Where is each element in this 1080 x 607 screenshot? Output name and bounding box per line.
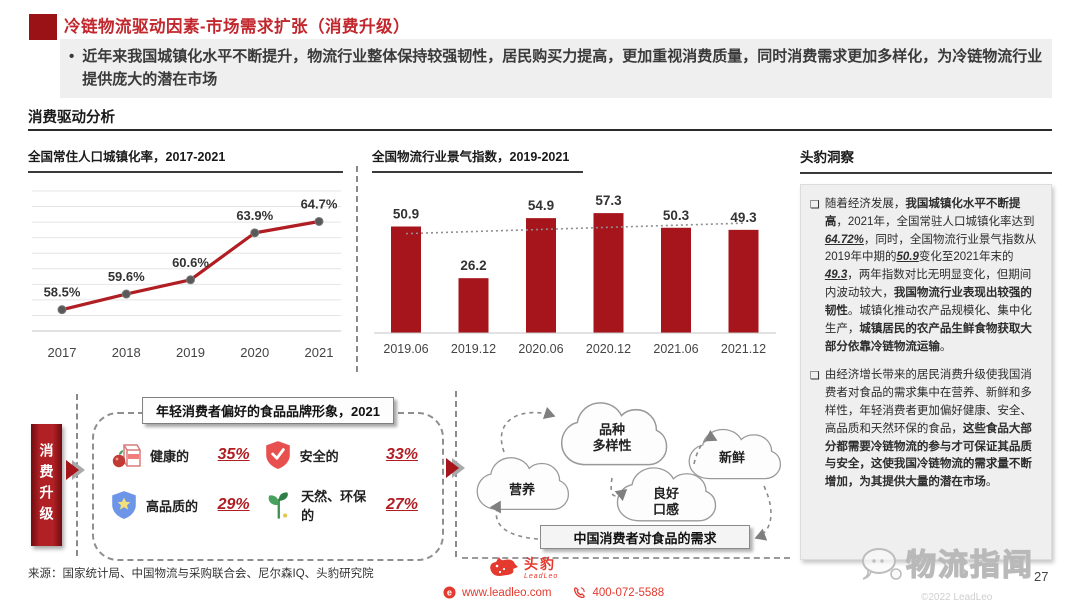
svg-text:2019: 2019 (176, 345, 205, 360)
svg-text:50.9: 50.9 (393, 207, 419, 222)
svg-text:2017: 2017 (48, 345, 77, 360)
page-title: 冷链物流驱动因素-市场需求扩张（消费升级） (64, 18, 410, 36)
svg-text:59.6%: 59.6% (108, 269, 145, 284)
cloud-label-nutrition: 营养 (508, 482, 535, 497)
cycle-arrows (489, 406, 772, 541)
svg-text:2020.12: 2020.12 (586, 342, 631, 356)
logo-text-cn: 头豹 (524, 555, 556, 572)
svg-text:60.6%: 60.6% (172, 255, 209, 270)
preference-item: 安全的 33% (264, 440, 426, 470)
preference-item: 天然、环保的 27% (264, 486, 426, 524)
svg-text:63.9%: 63.9% (236, 208, 273, 223)
chat-bubble-icon (862, 548, 902, 580)
leadleo-logo: 头豹 LeadLeo (487, 555, 558, 581)
cloud-label-taste: 良好 口感 (652, 486, 679, 518)
preference-grid: 健康的 35% 安全的 33% 高品质的 29% (94, 414, 442, 530)
cloud-diagram-canvas (476, 402, 782, 541)
preference-item: 高品质的 29% (110, 486, 258, 524)
prosperity-chart-title: 全国物流行业景气指数，2019-2021 (372, 142, 584, 173)
leopard-icon (490, 557, 518, 576)
globe-icon: e (443, 586, 456, 599)
phone-text: 400-072-5588 (592, 586, 665, 599)
red-chevron-icon (446, 458, 468, 478)
svg-text:2020.06: 2020.06 (518, 342, 563, 356)
intro-text: 近年来我国城镇化水平不断提升，物流行业整体保持较强韧性，居民购买力提高，更加重视… (82, 48, 1043, 89)
insight-text: 随着经济发展，我国城镇化水平不断提高，2021年，全国常驻人口城镇化率达到64.… (824, 198, 1037, 353)
svg-text:49.3: 49.3 (730, 210, 757, 225)
watermark: 物流指闻 (858, 540, 1034, 584)
section-title: 消费驱动分析 (28, 110, 115, 126)
preference-value: 33% (385, 446, 418, 463)
dashed-rule (462, 557, 790, 559)
svg-text:50.3: 50.3 (663, 208, 690, 223)
insight-title: 头豹洞察 (800, 142, 1052, 174)
insight-panel: 头豹洞察 ❑ 随着经济发展，我国城镇化水平不断提高，2021年，全国常驻人口城镇… (800, 142, 1052, 560)
website-text: www.leadleo.com (462, 586, 552, 599)
svg-text:2021.12: 2021.12 (721, 342, 766, 356)
insight-box: ❑ 随着经济发展，我国城镇化水平不断提高，2021年，全国常驻人口城镇化率达到6… (800, 184, 1052, 560)
intro-summary: • 近年来我国城镇化水平不断提升，物流行业整体保持较强韧性，居民购买力提高，更加… (60, 39, 1052, 98)
svg-text:2019.06: 2019.06 (383, 342, 428, 356)
svg-text:2019.12: 2019.12 (451, 342, 496, 356)
preference-label: 安全的 (299, 448, 339, 464)
preference-label: 健康的 (150, 448, 190, 464)
bullet-dot: • (69, 48, 75, 65)
urbanization-chart-block: 全国常住人口城镇化率，2017-2021 58.5% 2017 59.6% 2018 6… (28, 142, 343, 378)
page-number: 27 (1034, 569, 1049, 584)
insight-bullet: ❑ 随着经济发展，我国城镇化水平不断提高，2021年，全国常驻人口城镇化率达到6… (810, 196, 1042, 356)
demand-summary-box: 中国消费者对食品的需求 (540, 525, 750, 549)
svg-text:2018: 2018 (112, 345, 141, 360)
consumption-upgrade-label: 消费升级 (31, 424, 62, 546)
svg-text:2021.06: 2021.06 (653, 342, 698, 356)
preference-label: 天然、环保的 (301, 489, 367, 523)
copyright-text: ©2022 LeadLeo (921, 592, 993, 603)
square-bullet-icon: ❑ (810, 199, 820, 211)
preference-box: 年轻消费者偏好的食品品牌形象，2021 健康的 35% (92, 397, 444, 561)
phone-icon (574, 587, 586, 599)
svg-text:2021: 2021 (305, 345, 334, 360)
preference-box-title: 年轻消费者偏好的食品品牌形象，2021 (142, 397, 394, 424)
urbanization-chart-title: 全国常住人口城镇化率，2017-2021 (28, 142, 343, 173)
sprout-icon (268, 492, 288, 519)
prosperity-chart-block: 全国物流行业景气指数，2019-2021 50.9 2019.06 26.2 2019… (372, 142, 778, 380)
title-accent-square (29, 14, 57, 40)
preference-value: 35% (217, 446, 250, 463)
shield-star-icon (112, 491, 136, 519)
insight-bullet: ❑ 由经济增长带来的居民消费升级使我国消费者对食品的需求集中在营养、新鲜和多样性… (810, 367, 1042, 492)
svg-text:57.3: 57.3 (595, 193, 622, 208)
source-text: 来源：国家统计局、中国物流与采购联合会、尼尔森IQ、头豹研究院 (28, 568, 374, 580)
logo-text-en: LeadLeo (524, 572, 559, 580)
red-chevron-icon (66, 460, 88, 480)
svg-text:58.5%: 58.5% (44, 285, 81, 300)
watermark-text: 物流指闻 (905, 548, 1034, 582)
preference-label: 高品质的 (146, 498, 199, 514)
svg-text:26.2: 26.2 (460, 258, 486, 273)
milk-apple-icon (112, 444, 141, 468)
contact-row: e www.leadleo.com 400-072-5588 (443, 586, 664, 599)
svg-text:64.7%: 64.7% (301, 196, 338, 211)
svg-text:e: e (447, 587, 452, 597)
prosperity-bar-chart: 50.9 2019.06 26.2 2019.12 54.9 2020.06 57.3 202… (374, 193, 776, 356)
svg-text:54.9: 54.9 (528, 198, 554, 213)
insight-text: 由经济增长带来的居民消费升级使我国消费者对食品的需求集中在营养、新鲜和多样性，年… (824, 369, 1032, 489)
preference-item: 健康的 35% (110, 440, 258, 470)
demand-diagram: 营养 品种 多样性 良好 口感 新鲜 中国消费者对食品的需求 (462, 386, 790, 558)
column-divider (356, 166, 358, 372)
shield-check-icon (265, 441, 290, 469)
section-rule (28, 129, 1052, 131)
preference-value: 27% (385, 496, 418, 513)
square-bullet-icon: ❑ (810, 370, 820, 383)
cloud-label-freshness: 新鲜 (718, 450, 745, 465)
svg-text:2020: 2020 (240, 345, 269, 360)
cloud-label-variety: 品种 多样性 (592, 422, 632, 454)
preference-value: 29% (217, 496, 250, 513)
urbanization-line-chart: 58.5% 2017 59.6% 2018 60.6% 2019 63.9% 2020 64.7… (32, 190, 341, 360)
